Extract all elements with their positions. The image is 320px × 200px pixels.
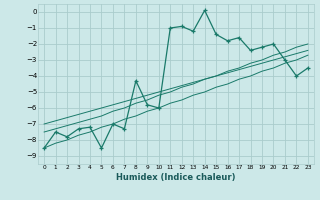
- X-axis label: Humidex (Indice chaleur): Humidex (Indice chaleur): [116, 173, 236, 182]
